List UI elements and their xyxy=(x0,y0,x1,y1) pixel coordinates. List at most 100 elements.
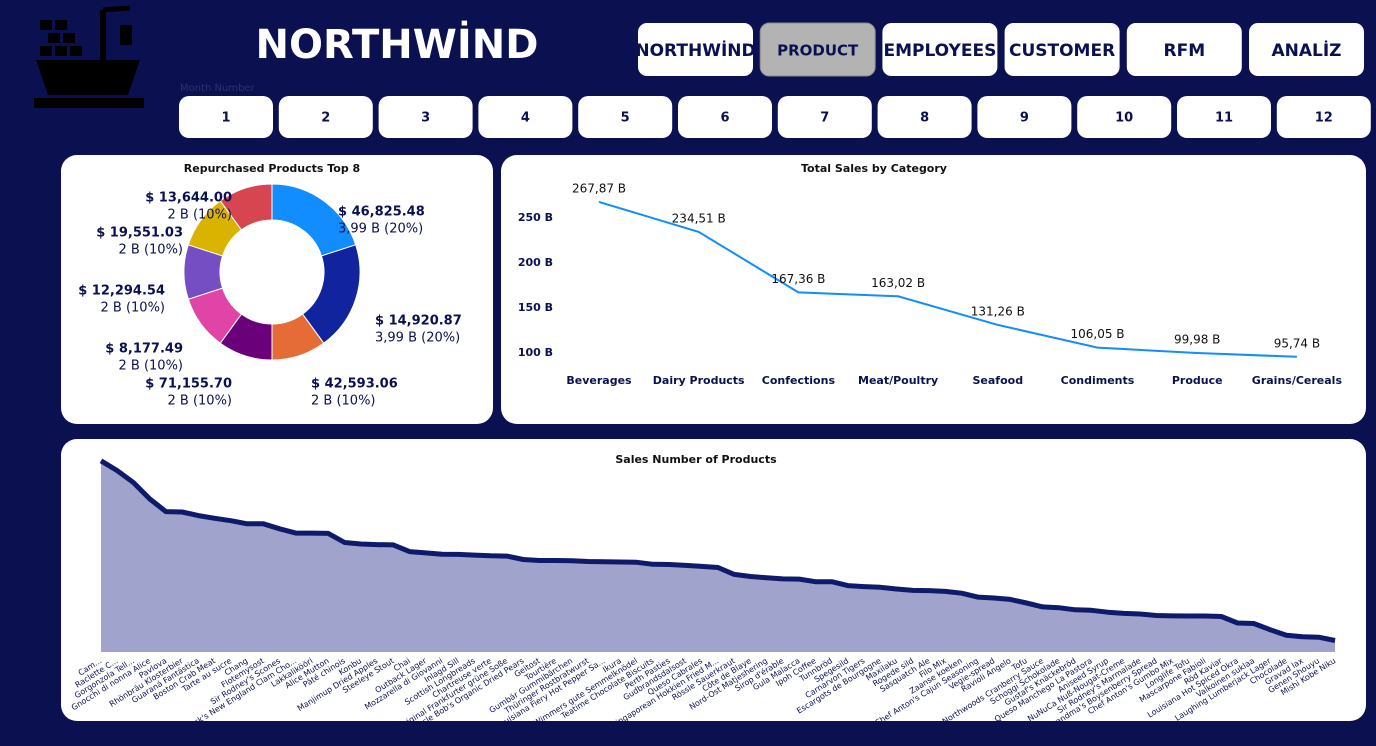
nav-button-bg[interactable] xyxy=(1249,23,1364,76)
month-button-label[interactable]: 11 xyxy=(1215,111,1233,126)
chart-title: Repurchased Products Top 8 xyxy=(184,162,360,175)
x-tick-label: Confections xyxy=(762,374,836,387)
x-tick-label: Grains/Cereals xyxy=(1252,374,1343,387)
month-button-bg[interactable] xyxy=(777,96,872,138)
data-label: 99,98 B xyxy=(1174,333,1220,347)
month-button-label[interactable]: 12 xyxy=(1315,111,1333,126)
slice-value-label: 2 B (10%) xyxy=(101,301,166,316)
area-line xyxy=(99,458,1336,643)
slice-amount-label: $ 42,593.06 xyxy=(311,377,398,392)
x-tick-label: Beverages xyxy=(566,374,632,387)
slice-amount-label: $ 14,920.87 xyxy=(375,314,462,329)
month-button[interactable]: 8 xyxy=(877,96,972,138)
month-button-bg[interactable] xyxy=(1276,96,1371,138)
data-label: 106,05 B xyxy=(1070,327,1124,341)
nav-button[interactable]: PRODUCT xyxy=(759,22,876,77)
month-button[interactable]: 7 xyxy=(777,96,872,138)
month-button-label[interactable]: 3 xyxy=(421,111,430,126)
month-button-bg[interactable] xyxy=(179,96,273,138)
month-button-bg[interactable] xyxy=(478,96,573,138)
x-tick-label: Condiments xyxy=(1061,374,1135,387)
month-button[interactable]: 10 xyxy=(1077,96,1172,138)
month-button-label[interactable]: 10 xyxy=(1115,111,1133,126)
month-button-label[interactable]: 4 xyxy=(521,111,530,126)
month-button[interactable]: 11 xyxy=(1177,96,1271,138)
month-button-bg[interactable] xyxy=(977,96,1072,138)
nav-button[interactable]: RFM xyxy=(1126,23,1242,76)
slice-value-label: 2 B (10%) xyxy=(311,394,376,409)
nav-button-label[interactable]: EMPLOYEES xyxy=(883,41,996,61)
month-button-bg[interactable] xyxy=(1077,96,1172,138)
slice-amount-label: $ 71,155.70 xyxy=(145,377,232,392)
month-button-bg[interactable] xyxy=(1177,96,1271,138)
month-button[interactable]: 2 xyxy=(278,96,373,138)
slice-value-label: 2 B (10%) xyxy=(168,208,233,223)
nav-button[interactable]: EMPLOYEES xyxy=(882,23,998,76)
slice-amount-label: $ 12,294.54 xyxy=(78,284,165,299)
nav-button-bg[interactable] xyxy=(882,23,998,76)
month-button-bg[interactable] xyxy=(278,96,373,138)
month-button[interactable]: 9 xyxy=(977,96,1072,138)
x-tick-label: Seafood xyxy=(973,374,1024,387)
month-button[interactable]: 6 xyxy=(678,96,772,138)
line-series xyxy=(598,200,1297,358)
slice-value-label: 3,99 B (20%) xyxy=(338,222,423,237)
month-button-label[interactable]: 9 xyxy=(1020,111,1029,126)
dashboard-title: NORTHWİND xyxy=(256,20,539,68)
y-tick-label: 200 B xyxy=(518,256,553,269)
slice-value-label: 3,99 B (20%) xyxy=(375,331,460,346)
nav-button-bg[interactable] xyxy=(1126,23,1242,76)
month-button-bg[interactable] xyxy=(578,96,673,138)
pie-panel xyxy=(61,155,493,424)
nav-button-label[interactable]: NORTHWİND xyxy=(635,39,755,61)
nav-button[interactable]: CUSTOMER xyxy=(1004,23,1120,76)
month-button[interactable]: 12 xyxy=(1276,96,1371,138)
nav-button-bg[interactable] xyxy=(638,23,753,76)
nav-button[interactable]: NORTHWİND xyxy=(635,23,756,76)
nav-button-label[interactable]: ANALİZ xyxy=(1271,39,1341,61)
data-label: 267,87 B xyxy=(572,181,626,195)
chart-title: Total Sales by Category xyxy=(801,162,947,175)
month-button-bg[interactable] xyxy=(877,96,972,138)
nav-button-label[interactable]: CUSTOMER xyxy=(1009,41,1115,61)
pie-slice xyxy=(219,183,273,231)
month-button-label[interactable]: 5 xyxy=(621,111,630,126)
slice-value-label: 2 B (10%) xyxy=(168,394,233,409)
slice-value-label: 2 B (10%) xyxy=(119,243,184,258)
month-button-label[interactable]: 8 xyxy=(920,111,929,126)
month-button-label[interactable]: 6 xyxy=(720,111,729,126)
slice-amount-label: $ 8,177.49 xyxy=(105,342,183,357)
chart-title: Sales Number of Products xyxy=(615,453,777,466)
line-panel xyxy=(501,155,1366,424)
month-button[interactable]: 1 xyxy=(179,96,273,138)
month-button-label[interactable]: 7 xyxy=(820,111,829,126)
nav-button-label[interactable]: PRODUCT xyxy=(777,42,859,60)
data-label: 163,02 B xyxy=(871,276,925,290)
nav-button-label[interactable]: RFM xyxy=(1163,41,1205,61)
nav-button-bg[interactable] xyxy=(1004,23,1120,76)
y-tick-label: 150 B xyxy=(518,301,553,314)
month-button-label[interactable]: 1 xyxy=(221,111,230,126)
month-button[interactable]: 4 xyxy=(478,96,573,138)
slicer-label: Month Number xyxy=(180,83,256,94)
x-tick-label: Dairy Products xyxy=(653,374,745,387)
month-button-label[interactable]: 2 xyxy=(321,111,330,126)
slice-amount-label: $ 19,551.03 xyxy=(96,226,183,241)
slice-amount-label: $ 46,825.48 xyxy=(338,205,425,220)
month-button-bg[interactable] xyxy=(678,96,772,138)
y-tick-label: 100 B xyxy=(518,346,553,359)
nav-button-bg[interactable] xyxy=(759,22,876,77)
slice-value-label: 2 B (10%) xyxy=(119,359,184,374)
month-button[interactable]: 3 xyxy=(378,96,473,138)
data-label: 234,51 B xyxy=(672,211,726,225)
month-button-bg[interactable] xyxy=(378,96,473,138)
x-tick-label: Meat/Poultry xyxy=(858,374,938,387)
nav-button[interactable]: ANALİZ xyxy=(1249,23,1364,76)
y-tick-label: 250 B xyxy=(518,211,553,224)
data-label: 167,36 B xyxy=(771,272,825,286)
slice-amount-label: $ 13,644.00 xyxy=(145,191,232,206)
month-button[interactable]: 5 xyxy=(578,96,673,138)
data-label: 131,26 B xyxy=(971,304,1025,318)
